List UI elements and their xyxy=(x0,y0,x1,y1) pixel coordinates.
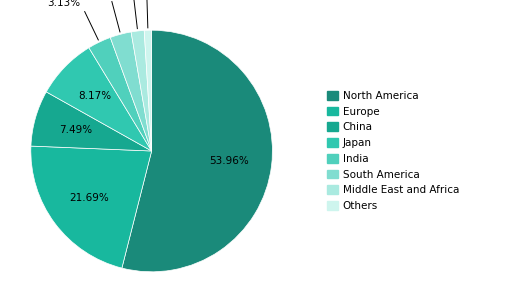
Text: 53.96%: 53.96% xyxy=(210,156,249,166)
Wedge shape xyxy=(46,48,152,151)
Wedge shape xyxy=(31,146,152,268)
Wedge shape xyxy=(111,32,152,151)
Wedge shape xyxy=(122,30,272,272)
Wedge shape xyxy=(31,92,152,151)
Text: 21.69%: 21.69% xyxy=(69,193,108,203)
Legend: North America, Europe, China, Japan, India, South America, Middle East and Afric: North America, Europe, China, Japan, Ind… xyxy=(323,87,463,215)
Text: 7.49%: 7.49% xyxy=(60,125,93,135)
Wedge shape xyxy=(131,31,152,151)
Wedge shape xyxy=(144,30,152,151)
Text: 3.13%: 3.13% xyxy=(47,0,81,8)
Text: 8.17%: 8.17% xyxy=(79,92,112,101)
Wedge shape xyxy=(89,37,152,151)
